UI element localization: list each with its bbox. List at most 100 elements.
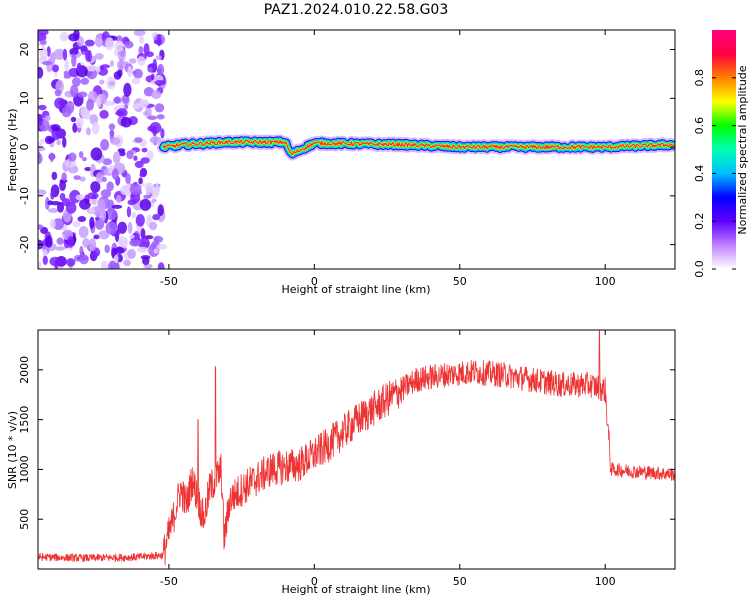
spectrogram-noise-blob [67,236,75,248]
spectrogram-x-ticks: -50 0 50 100 [160,30,616,288]
snr-panel: -50 0 50 100 500 1000 1500 2000 Height of stra… [6,329,676,596]
x-tick-label: 100 [595,275,616,288]
spectrogram-noise-blob [54,89,62,97]
spectrogram-noise-blob [56,237,64,245]
x-tick-label: -50 [160,575,178,588]
spectrogram-noise-blob [115,195,122,204]
spectrogram-noise-blob [108,123,116,131]
spectrogram-noise-blob [62,136,67,148]
spectrogram-noise-blob [56,139,61,146]
spectrogram-noise-blob [75,194,84,201]
spectrogram-noise-blob [50,124,61,132]
spectrogram-noise-blob [79,245,84,256]
spectrogram-noise-blob [134,137,143,143]
spectrogram-noise-blob [140,228,146,239]
colorbar-tick-label: 0.0 [693,260,706,278]
spectrogram-noise-blob [127,221,133,234]
snr-y-ticks: 500 1000 1500 2000 [18,356,675,530]
spectrogram-noise-blob [152,125,158,137]
spectrogram-noise-blob [69,47,79,56]
spectrogram-noise-blob [59,193,66,201]
spectrogram-noise-blob [153,39,163,45]
spectrogram-y-label: Frequency (Hz) [6,109,19,192]
spectrogram-noise-blob [79,198,91,210]
spectrogram-noise-blob [105,208,117,221]
spectrogram-noise-blob [54,97,66,110]
spectrogram-noise-blob [149,136,162,144]
spectrogram-noise-blob [151,198,157,203]
spectrogram-noise-blob [131,211,137,219]
colorbar-label: Normalized spectral amplitude [736,65,749,234]
spectrogram-noise-blob [105,37,115,51]
spectrogram-noise-blob [155,55,162,61]
spectrogram-y-ticks: -20 -10 0 10 20 [18,43,675,254]
y-tick-label: 1000 [18,455,31,483]
colorbar-tick-label: 0.4 [693,165,706,183]
spectrogram-noise-blob [38,104,47,111]
spectrogram-noise-blob [73,30,80,41]
spectrogram-noise-blob [77,91,88,98]
spectrogram-noise-blob [139,172,145,177]
spectrogram-noise-blob [133,30,146,37]
spectrogram-noise-blob [99,109,109,119]
spectrogram-noise-blob [100,139,110,151]
spectrogram-noise-blob [80,77,90,85]
spectrogram-x-label: Height of straight line (km) [281,283,430,296]
spectrogram-noise-blob [65,201,77,214]
spectrogram-noise-blob [152,58,158,73]
spectrogram-noise-blob [113,96,122,104]
spectrogram-noise-blob [94,52,104,60]
spectrogram-noise-blob [94,34,104,48]
spectrogram-noise-blob [123,259,132,267]
spectrogram-noise-blob [111,204,123,209]
spectrogram-noise-blob [125,173,131,185]
colorbar-tick-label: 0.2 [693,212,706,230]
spectrogram-noise-blob [110,137,121,146]
spectrogram-noise-blob [119,239,128,249]
x-tick-label: 50 [453,575,467,588]
spectrogram-noise-blob [154,183,160,195]
spectrogram-noise-blob [154,79,166,86]
spectrogram-noise-blob [89,198,100,205]
spectrogram-noise-blob [95,65,101,73]
figure-title: PAZ1.2024.010.22.58.G03 [264,2,449,18]
spectrogram-noise-blob [86,127,91,136]
spectrogram-noise-blob [113,71,122,80]
x-tick-label: 0 [311,575,318,588]
spectrogram-noise-blob [157,63,165,76]
spectrogram-noise-blob [70,84,79,98]
snr-x-label: Height of straight line (km) [281,583,430,596]
spectrogram-noise-blob [141,147,148,153]
spectrogram-noise-blob [96,96,102,108]
spectrogram-noise-blob [51,64,60,73]
spectrogram-noise-blob [139,198,152,211]
spectrogram-noise-blob [132,70,137,75]
spectrogram-noise-blob [157,204,164,216]
spectrogram-noise-blob [152,214,161,221]
spectrogram-noise-blob [73,175,81,180]
snr-frame [37,329,676,570]
spectrogram-noise-blob [38,66,44,79]
spectrogram-noise-blob [105,221,118,235]
spectrogram-noise-blob [62,48,68,61]
spectrogram-noise-blob [38,224,44,230]
spectrogram-noise-blob [47,208,59,214]
spectrogram-noise-blob [138,237,150,250]
spectrogram-noise-blob [79,176,86,182]
spectrogram-noise-blob [42,255,48,266]
spectrogram-noise-blob [38,189,47,196]
spectrogram-signal-track [157,134,675,161]
spectrogram-noise-blob [71,77,81,87]
spectrogram-noise-blob [135,214,145,227]
spectrogram-noise-blob [88,208,96,214]
spectrogram-noise-blob [124,40,134,49]
spectrogram-noise-blob [132,102,141,110]
spectrogram-noise-blob [59,31,69,42]
spectrogram-noise-blob [131,77,140,85]
spectrogram-noise-blob [63,70,69,77]
spectrogram-noise-blob [49,256,61,267]
spectrogram-noise-blob [138,100,149,108]
spectrogram-noise-blob [127,248,137,259]
spectrogram-noise-blob [160,128,165,139]
spectrogram-noise-blob [86,98,95,111]
